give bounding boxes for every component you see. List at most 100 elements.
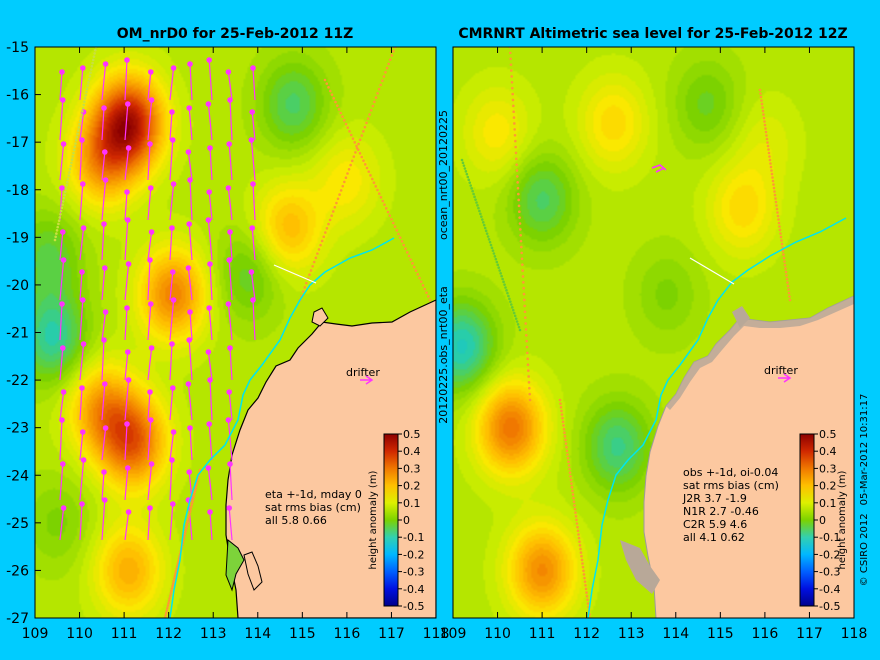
current-arrow-head <box>79 385 85 391</box>
satellite-track-point <box>164 614 167 617</box>
satellite-track-point <box>784 267 787 270</box>
satellite-track-point <box>570 485 574 489</box>
colorbar-tick-label: 0.4 <box>403 445 421 458</box>
altimetry-colorbar-bar <box>799 433 815 607</box>
satellite-track-point <box>312 260 316 264</box>
current-arrow <box>188 107 193 141</box>
satellite-track-point <box>584 584 587 587</box>
current-arrow-head <box>205 465 212 471</box>
satellite-track-point <box>349 163 352 167</box>
satellite-track-point <box>381 199 385 203</box>
satellite-track-point <box>575 522 579 525</box>
x-tick-label: 114 <box>244 626 271 642</box>
current-arrow-head <box>79 501 85 507</box>
obs-marks-altimetry <box>651 164 667 173</box>
current-arrow-head <box>102 265 108 271</box>
y-tick-label: -18 <box>6 183 29 199</box>
current-arrow <box>188 339 193 381</box>
satellite-track-point <box>379 83 383 87</box>
current-arrow <box>169 67 175 101</box>
satellite-track-point <box>173 577 176 580</box>
satellite-track-point <box>67 174 70 177</box>
satellite-track-point <box>92 55 96 58</box>
current-arrow-head <box>186 337 193 343</box>
satellite-track-point <box>376 92 379 95</box>
current-arrow <box>79 227 85 261</box>
current-arrow <box>147 507 151 541</box>
satellite-track-point <box>514 139 517 143</box>
satellite-track-point <box>779 235 783 239</box>
satellite-track-point <box>528 386 531 390</box>
satellite-track-point <box>55 232 58 235</box>
satellite-track-point <box>387 62 390 66</box>
y-tick-label: -17 <box>6 135 29 151</box>
satellite-track-point <box>765 137 769 141</box>
satellite-track-point <box>762 113 765 116</box>
satellite-track-point <box>184 527 188 531</box>
current-arrow <box>229 99 233 141</box>
satellite-track-point <box>522 281 525 284</box>
current-arrow-head <box>148 185 154 191</box>
satellite-track-point <box>74 142 77 145</box>
current-arrow <box>227 71 233 101</box>
satellite-track-point <box>68 167 72 171</box>
current-arrow-head <box>125 101 131 107</box>
satellite-track-point <box>483 226 487 230</box>
satellite-track-point <box>786 281 789 284</box>
stats-line: C2R 5.9 4.6 <box>683 518 747 531</box>
satellite-track-point <box>573 507 577 511</box>
satellite-track-point <box>581 562 584 565</box>
current-arrow-head <box>102 309 109 315</box>
current-arrow <box>59 391 65 421</box>
satellite-track-point <box>333 205 337 209</box>
satellite-track-point <box>323 78 327 82</box>
satellite-track-point <box>504 286 507 289</box>
current-arrow-head <box>185 149 192 155</box>
satellite-track-point <box>393 225 397 228</box>
current-arrow-head <box>148 417 154 423</box>
satellite-track-point <box>523 298 526 302</box>
satellite-track-point <box>66 180 69 184</box>
current-arrow-head <box>170 385 176 391</box>
colorbar-tick-label: -0.5 <box>403 600 424 613</box>
satellite-track-point <box>73 145 77 149</box>
satellite-track-point <box>385 66 389 70</box>
current-arrow-head <box>148 345 155 351</box>
current-arrow <box>227 419 233 461</box>
y-tick-label: -25 <box>6 516 29 532</box>
satellite-track-point <box>784 270 788 274</box>
current-arrow <box>79 139 83 181</box>
satellite-track-point <box>193 490 197 494</box>
x-tick-label: 110 <box>66 626 93 642</box>
satellite-track-point <box>776 214 780 218</box>
current-arrow <box>59 143 65 181</box>
current-arrow-head <box>187 61 193 67</box>
satellite-track-point <box>569 475 572 478</box>
current-arrow <box>169 431 175 461</box>
satellite-track-point <box>79 116 83 120</box>
satellite-track-point <box>511 98 515 102</box>
x-tick-label: 116 <box>752 626 779 642</box>
current-arrow-head <box>80 429 86 435</box>
satellite-track-point <box>759 92 762 95</box>
satellite-track-point <box>76 132 79 136</box>
satellite-track-point <box>779 232 782 235</box>
satellite-track-point <box>474 198 477 201</box>
current-arrow <box>207 219 213 261</box>
satellite-track-point <box>355 144 358 148</box>
satellite-track-point <box>170 587 174 590</box>
current-arrow <box>208 423 213 461</box>
satellite-track-point <box>512 110 515 114</box>
current-arrow <box>124 103 129 141</box>
satellite-track-point <box>526 357 529 361</box>
satellite-track-point <box>76 129 80 132</box>
y-tick-label: -19 <box>6 230 29 246</box>
satellite-track-point <box>366 117 370 120</box>
satellite-track-point <box>390 218 393 221</box>
satellite-track-point <box>362 159 365 162</box>
current-arrow <box>209 263 213 301</box>
y-tick-label: -15 <box>6 40 29 56</box>
x-tick-label: 118 <box>841 626 868 642</box>
satellite-track-point <box>166 606 169 610</box>
